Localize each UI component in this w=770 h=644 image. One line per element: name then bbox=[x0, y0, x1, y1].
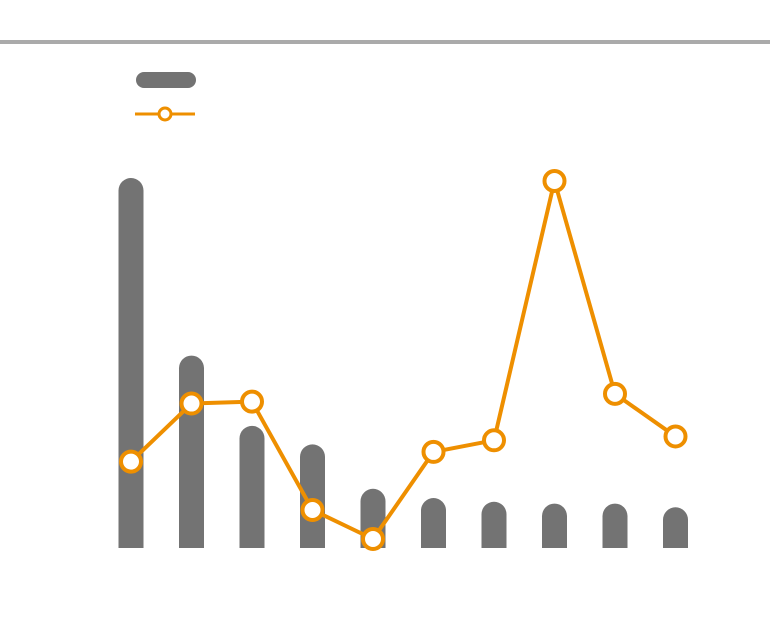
line-point bbox=[182, 394, 202, 414]
line-point bbox=[666, 426, 686, 446]
legend-swatch-marker bbox=[159, 108, 171, 120]
line-series bbox=[121, 171, 686, 549]
line-point bbox=[363, 529, 383, 549]
legend bbox=[135, 72, 196, 120]
line-point bbox=[424, 442, 444, 462]
line-point bbox=[545, 171, 565, 191]
bar bbox=[421, 498, 446, 548]
line-point bbox=[605, 384, 625, 404]
line-point bbox=[303, 500, 323, 520]
series-line bbox=[131, 181, 676, 539]
line-point bbox=[242, 392, 262, 412]
legend-swatch-bar bbox=[136, 72, 196, 88]
bar bbox=[603, 504, 628, 548]
bar bbox=[179, 356, 204, 548]
bar bbox=[542, 504, 567, 548]
line-point bbox=[484, 430, 504, 450]
bar bbox=[119, 178, 144, 548]
bar bbox=[240, 426, 265, 548]
bar bbox=[482, 502, 507, 548]
line-point bbox=[121, 452, 141, 472]
bar bbox=[663, 507, 688, 548]
